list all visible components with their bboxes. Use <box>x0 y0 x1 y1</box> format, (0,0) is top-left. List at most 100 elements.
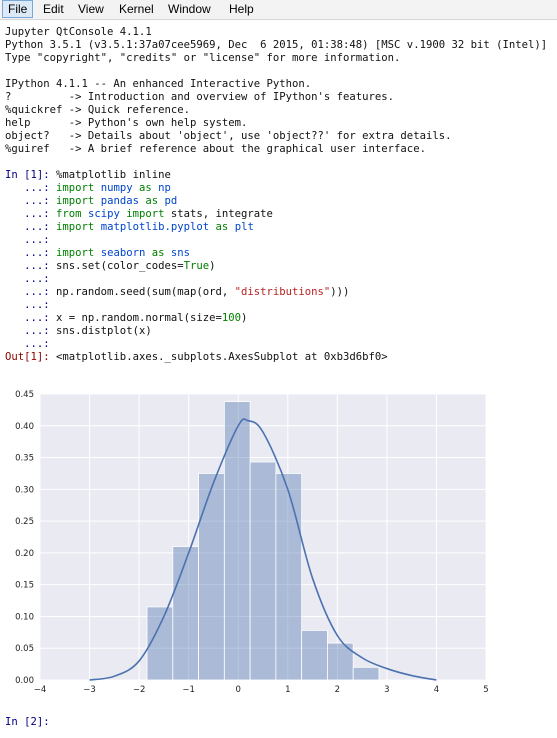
banner-line: Jupyter QtConsole 4.1.1 <box>5 26 152 38</box>
x-tick-label: 5 <box>483 685 488 695</box>
continuation-prompt: ...: <box>5 312 57 324</box>
input-prompt: In [2]: <box>5 716 57 728</box>
code-keyword: import <box>56 195 95 207</box>
banner-line: %guiref -> A brief reference about the g… <box>5 143 426 155</box>
code-line: ...: import matplotlib.pyplot as plt <box>5 221 254 234</box>
y-tick-label: 0.30 <box>15 485 34 495</box>
code-module: scipy <box>87 208 120 220</box>
code-module: matplotlib.pyplot <box>100 221 210 233</box>
code-text: ) <box>209 260 216 272</box>
code-line: In [1]: %matplotlib inline <box>5 169 171 182</box>
x-tick-label: 2 <box>335 685 340 695</box>
x-tick-label: 1 <box>285 685 290 695</box>
histogram-bar <box>301 630 328 681</box>
kde-curve <box>89 418 437 681</box>
code-keyword: as <box>215 221 229 233</box>
banner-line: Type "copyright", "credits" or "license"… <box>5 52 401 64</box>
y-tick-label: 0.00 <box>15 676 34 686</box>
continuation-prompt: ...: <box>5 234 57 246</box>
code-line: ...: <box>5 338 56 351</box>
x-tick-label: −1 <box>182 685 195 695</box>
x-tick-label: 0 <box>236 685 241 695</box>
x-tick-label: 4 <box>434 685 439 695</box>
y-tick-labels: 0.00 0.05 0.10 0.15 0.20 0.25 0.30 0.35 0.40 0.45 <box>15 390 34 686</box>
code-string: "distributions" <box>234 286 331 298</box>
x-tick-label: −4 <box>34 685 47 695</box>
code-module: pandas <box>100 195 139 207</box>
continuation-prompt: ...: <box>5 208 57 220</box>
banner-line: Python 3.5.1 (v3.5.1:37a07cee5969, Dec 6… <box>5 39 548 51</box>
continuation-prompt: ...: <box>5 260 57 272</box>
x-tick-label: −2 <box>133 685 146 695</box>
histogram-bar <box>249 461 277 681</box>
menu-edit[interactable]: Edit <box>43 2 64 16</box>
code-line: ...: <box>5 234 56 247</box>
banner-line: IPython 4.1.1 -- An enhanced Interactive… <box>5 78 312 90</box>
banner-line: object? -> Details about 'object', use '… <box>5 130 452 142</box>
y-tick-label: 0.25 <box>15 517 34 527</box>
code-line: ...: sns.set(color_codes=True) <box>5 260 216 273</box>
menu-kernel[interactable]: Kernel <box>119 2 154 16</box>
code-line: ...: import numpy as np <box>5 182 171 195</box>
code-line: ...: import seaborn as sns <box>5 247 190 260</box>
code-text: stats, integrate <box>170 208 273 220</box>
continuation-prompt: ...: <box>5 286 57 298</box>
output-text: <matplotlib.axes._subplots.AxesSubplot a… <box>56 351 388 363</box>
code-keyword: import <box>56 221 95 233</box>
code-line: ...: x = np.random.normal(size=100) <box>5 312 247 325</box>
code-text: x = np.random.normal(size= <box>56 312 222 324</box>
menu-bar: File Edit View Kernel Window Help <box>0 0 557 20</box>
y-tick-label: 0.35 <box>15 454 34 464</box>
code-keyword: as <box>138 182 152 194</box>
code-keyword: from <box>56 208 82 220</box>
continuation-prompt: ...: <box>5 325 57 337</box>
code-keyword: as <box>151 247 165 259</box>
code-module: sns <box>170 247 191 259</box>
code-text: sns.set(color_codes= <box>56 260 184 272</box>
code-line: ...: import pandas as pd <box>5 195 177 208</box>
menu-help[interactable]: Help <box>229 2 254 16</box>
code-line: ...: <box>5 273 56 286</box>
histogram-bar <box>172 546 199 681</box>
continuation-prompt: ...: <box>5 299 57 311</box>
banner-line: ? -> Introduction and overview of IPytho… <box>5 91 395 103</box>
continuation-prompt: ...: <box>5 195 57 207</box>
output-prompt: Out[1]: <box>5 351 57 363</box>
code-keyword: import <box>56 247 95 259</box>
code-text: ))) <box>330 286 350 298</box>
kde-line <box>89 418 437 681</box>
output-line: Out[1]: <matplotlib.axes._subplots.AxesS… <box>5 351 388 364</box>
code-text: %matplotlib inline <box>56 169 171 181</box>
plot-background <box>40 394 486 680</box>
code-text: np.random.seed(sum(map(ord, <box>56 286 235 298</box>
menu-file[interactable]: File <box>2 0 34 18</box>
code-keyword: import <box>56 182 95 194</box>
histogram-bar <box>223 401 251 681</box>
continuation-prompt: ...: <box>5 221 57 233</box>
console-area[interactable]: Jupyter QtConsole 4.1.1 Python 3.5.1 (v3… <box>0 20 557 738</box>
code-line: ...: <box>5 299 56 312</box>
continuation-prompt: ...: <box>5 182 57 194</box>
input-prompt: In [1]: <box>5 169 57 181</box>
code-module: pd <box>164 195 178 207</box>
code-module: seaborn <box>100 247 146 259</box>
x-tick-label: −3 <box>83 685 96 695</box>
y-tick-label: 0.20 <box>15 549 34 559</box>
y-tick-label: 0.15 <box>15 581 34 591</box>
histogram-bar <box>275 473 303 681</box>
code-keyword: as <box>145 195 159 207</box>
code-module: plt <box>234 221 254 233</box>
menu-window[interactable]: Window <box>168 2 211 16</box>
y-tick-label: 0.10 <box>15 612 34 622</box>
continuation-prompt: ...: <box>5 338 57 350</box>
code-line[interactable]: In [2]: <box>5 716 56 729</box>
banner-line: %quickref -> Quick reference. <box>5 104 190 116</box>
distplot-figure: 0.00 0.05 0.10 0.15 0.20 0.25 0.30 0.35 0.40 0.45… <box>15 390 489 695</box>
code-number: 100 <box>221 312 241 324</box>
continuation-prompt: ...: <box>5 247 57 259</box>
x-tick-label: 3 <box>384 685 389 695</box>
code-text: sns.distplot(x) <box>56 325 152 337</box>
menu-view[interactable]: View <box>78 2 104 16</box>
code-line: ...: from scipy import stats, integrate <box>5 208 273 221</box>
x-tick-labels: −4 −3 −2 −1 0 1 2 3 4 5 <box>34 685 489 695</box>
